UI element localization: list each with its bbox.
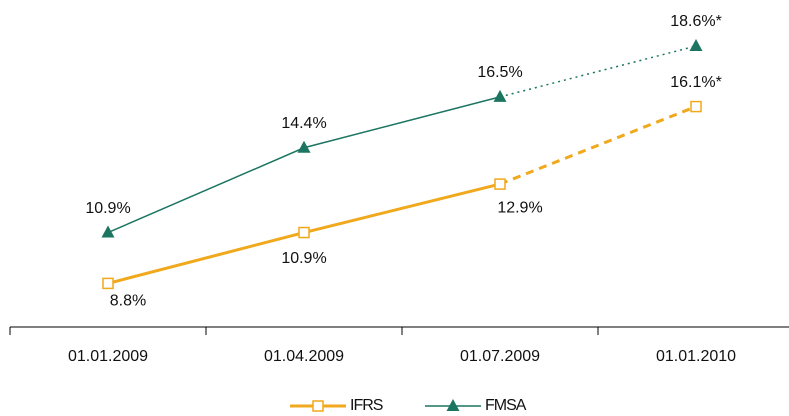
data-label: 10.9%: [85, 200, 130, 217]
point: [690, 100, 702, 113]
data-label: 18.6%*: [670, 13, 722, 30]
legend-label: FMSA: [485, 397, 527, 414]
legend-marker: [446, 399, 460, 411]
x-tick-label: 01.01.2010: [656, 348, 736, 365]
legend-marker: [312, 400, 324, 412]
x-tick-label: 01.07.2009: [460, 348, 540, 365]
data-label: 12.9%: [497, 199, 542, 216]
point: [689, 39, 703, 52]
data-label: 16.1%*: [670, 74, 722, 91]
series-line-projected: [499, 45, 697, 98]
point: [494, 178, 506, 190]
data-label: 10.9%: [281, 250, 326, 267]
data-label: 16.5%: [477, 64, 522, 81]
x-tick-label: 01.04.2009: [264, 348, 344, 365]
series-line-projected: [499, 105, 697, 186]
x-tick-label: 01.01.2009: [68, 348, 148, 365]
point: [102, 277, 114, 290]
legend-label: IFRS: [350, 397, 383, 414]
point: [101, 225, 115, 238]
data-label: 8.8%: [110, 293, 146, 310]
point: [493, 89, 507, 102]
point: [297, 140, 311, 153]
data-label: 14.4%: [281, 115, 326, 132]
point: [298, 226, 310, 239]
